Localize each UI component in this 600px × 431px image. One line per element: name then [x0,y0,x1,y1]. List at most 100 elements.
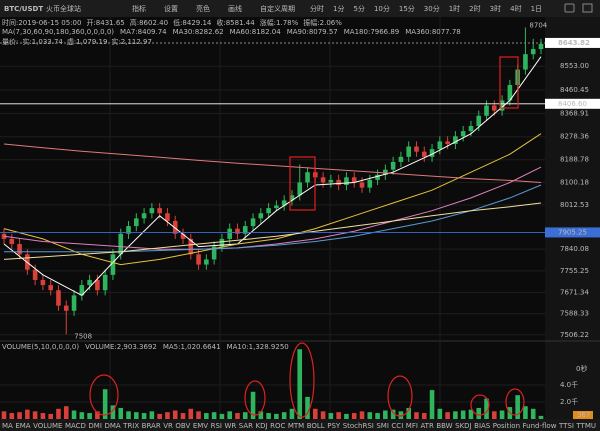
indicator-tab[interactable]: SKDJ [455,422,472,430]
candle-body [250,218,256,227]
candle-body [375,174,380,180]
indicator-tab[interactable]: MA [2,422,13,430]
indicator-tab[interactable]: DMI [88,422,102,430]
candle-body [266,208,271,214]
indicator-tab[interactable]: MACD [65,422,86,430]
volume-bar [530,408,536,419]
highlight-ellipse [244,380,266,416]
indicator-tab[interactable]: VR [163,422,173,430]
indicator-tab[interactable]: BBW [436,422,452,430]
low-label: 7508 [74,332,92,340]
period-button[interactable]: 1日 [531,5,542,13]
period-button[interactable]: 1时 [449,4,460,13]
indicator-tab[interactable]: Fund-flow [523,422,557,430]
indicator-tab[interactable]: SAR [239,422,253,430]
volume-price: 量价: [2,38,18,46]
indicator-tab[interactable]: Position [493,422,520,430]
indicator-tab[interactable]: WR [224,422,236,430]
indicator-tab[interactable]: StochRSI [343,422,374,430]
marker-label: 8406.60 [558,100,587,108]
candle-body [274,205,279,209]
volume-bar [242,412,248,419]
period-button[interactable]: 5分 [353,4,364,13]
indicator-tab[interactable]: OBV [175,422,190,430]
marker-box [545,98,600,109]
volume-price: 虚:1,079.19 [67,37,108,46]
fullscreen-icon[interactable] [582,3,593,13]
period-button[interactable]: 分时 [310,4,324,13]
highlight-ellipse [89,374,119,416]
indicator-tab[interactable]: ROC [270,422,285,430]
period-button[interactable]: 30分 [424,4,440,13]
indicator-tab[interactable]: KDJ [256,422,268,430]
y-tick-label: 7506.22 [560,331,589,339]
toolbar-icons [564,3,593,13]
candle-body [180,233,186,239]
volume-bar [313,408,318,419]
bar-info: 低:8429.14 [173,18,212,27]
candle-body [281,200,287,206]
volume-bar [468,409,474,419]
period-button[interactable]: 3时 [490,4,501,13]
indicator-tab[interactable]: TTMU [575,422,596,430]
candle-body [102,274,108,291]
ma-line [3,166,542,250]
candle-body [453,136,458,144]
tool-button[interactable]: 设置 [164,4,178,13]
ma-legend: MA60:8182.04 [230,28,282,36]
tool-button[interactable]: 画线 [228,4,242,13]
period-button[interactable]: 2时 [469,4,480,13]
indicator-tab[interactable]: BOLL [307,422,325,430]
indicator-tab[interactable]: TRIX [122,422,139,430]
indicator-tab[interactable]: ATR [420,422,434,430]
ma-line [4,184,542,253]
period-button[interactable]: 1分 [333,4,344,13]
camera-icon[interactable] [564,3,575,13]
highlight-box [289,156,316,211]
annotations [89,56,525,418]
volume-bar [390,409,396,419]
tool-button[interactable]: 自定义周期 [260,4,295,13]
period-button[interactable]: 15分 [399,4,415,13]
volume-bar [188,408,194,419]
indicator-tab[interactable]: EMA [15,422,30,430]
ma-params: MA(7,30,60,90,180,360,0,0,0,0) [2,28,114,36]
indicator-tab[interactable]: EMV [193,422,208,430]
countdown: 0秒 [576,364,587,373]
period-button[interactable]: 4时 [510,4,521,13]
volume-bar [227,411,232,419]
tool-button[interactable]: 亮色 [196,4,210,13]
indicator-tab[interactable]: PSY [327,422,341,430]
candle-body [398,156,404,162]
candle-body [157,208,162,214]
candle-body [149,208,155,214]
volume-bar [250,391,256,419]
volume-bar [383,410,388,419]
indicator-tab[interactable]: BIAS [474,422,491,430]
candle-body [468,126,474,132]
chart-layer: BTC/USDT 火币全球站 指标 设置 亮色 画线 自定义周期 分时 1分 5分 10分 15分 30… [0,4,600,430]
indicator-tab[interactable]: SMI [376,422,389,430]
volume-bar [445,412,450,419]
y-tick-label: 7671.34 [560,288,589,296]
volume-bar [406,407,411,419]
volume-bar [235,413,240,419]
y-tick-label: 8278.36 [560,133,589,141]
indicator-tab[interactable]: BRAR [142,422,161,430]
period-button[interactable]: 10分 [374,4,390,13]
volume-bar [375,413,380,419]
indicator-tab[interactable]: MTM [288,422,304,430]
volume-bar [134,412,139,419]
indicator-tab[interactable]: DMA [104,422,120,430]
candle-body [406,146,411,157]
indicator-tab[interactable]: CCI [391,422,403,430]
ma-line [3,143,542,183]
y-tick-label: 7588.33 [560,310,589,318]
indicator-tab[interactable]: MFI [406,422,418,430]
indicator-tab[interactable]: RSI [211,422,222,430]
tool-button[interactable]: 指标 [132,4,146,13]
indicator-tab[interactable]: TTSI [558,422,574,430]
candle-body [40,279,46,286]
indicator-tab[interactable]: VOLUME [33,422,62,430]
